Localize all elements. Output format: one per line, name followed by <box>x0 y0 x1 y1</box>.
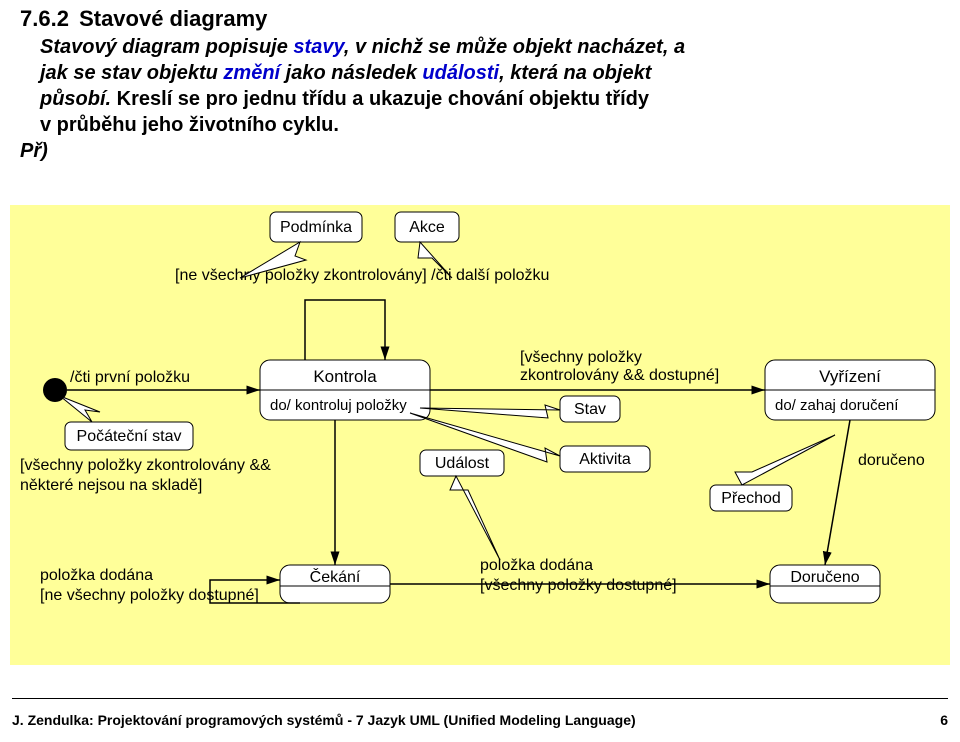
edge-vd-label: doručeno <box>858 452 925 469</box>
edge-cd-label2: [všechny položky dostupné] <box>480 577 677 594</box>
callout-prechod-text: Přechod <box>721 490 781 507</box>
guard-top: [ne všechny položky zkontrolovány] /čti … <box>175 267 549 284</box>
edge-kc-label2: některé nejsou na skladě] <box>20 477 202 494</box>
state-vyrizeni: Vyřízení do/ zahaj doručení <box>765 360 935 420</box>
state-vyrizeni-title: Vyřízení <box>819 367 881 386</box>
edge-kv-label2: zkontrolovány && dostupné] <box>520 367 719 384</box>
state-kontrola-act: do/ kontroluj položky <box>270 397 407 414</box>
edge-cs-label2: [ne všechny položky dostupné] <box>40 587 259 604</box>
callout-udalost-text: Událost <box>435 455 490 472</box>
callout-aktivita-text: Aktivita <box>579 451 631 468</box>
edge-cs-label1: položka dodána <box>40 567 153 584</box>
callout-stav-text: Stav <box>574 401 606 418</box>
footer-right: 6 <box>940 712 948 728</box>
callout-pocatecni-text: Počáteční stav <box>77 428 182 445</box>
edge-cd-label1: položka dodána <box>480 557 593 574</box>
state-cekani: Čekání <box>280 565 390 603</box>
state-doruceno: Doručeno <box>770 565 880 603</box>
edge-init-label: /čti první položku <box>70 369 190 386</box>
state-kontrola: Kontrola do/ kontroluj položky <box>260 360 430 420</box>
callout-akce-text: Akce <box>409 219 445 236</box>
footer-left: J. Zendulka: Projektování programových s… <box>12 712 636 728</box>
state-doruceno-title: Doručeno <box>790 569 859 586</box>
edge-kc-label1: [všechny položky zkontrolovány && <box>20 457 271 474</box>
state-vyrizeni-act: do/ zahaj doručení <box>775 397 899 414</box>
callout-podminka-text: Podmínka <box>280 219 352 236</box>
state-cekani-title: Čekání <box>310 567 361 586</box>
state-kontrola-title: Kontrola <box>313 367 377 386</box>
edge-kv-label1: [všechny položky <box>520 349 642 366</box>
state-diagram: [ne všechny položky zkontrolovány] /čti … <box>0 0 960 742</box>
footer-rule <box>12 698 948 699</box>
